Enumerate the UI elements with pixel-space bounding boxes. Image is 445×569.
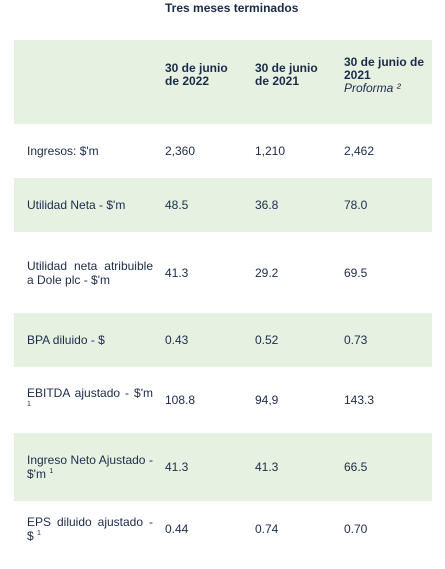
column-header-2021-proforma: 30 de junio de 2021 Proforma ² [334,40,432,124]
footnote-marker: 1 [37,530,41,537]
row-value: 41.3 [246,433,334,501]
footnote-marker: 1 [27,401,31,408]
row-value: 0.70 [344,522,368,536]
column-header-line2: de 2022 [165,74,210,88]
row-value: 29.2 [255,265,279,280]
row-value: 0.43 [157,313,246,367]
table-caption: Tres meses terminados [165,1,299,15]
row-label: Ingreso Neto Ajustado - $'m 1 [14,433,157,501]
row-label: EPS diluido ajustado - $ 1 [27,515,153,543]
row-value: 108.8 [165,393,196,407]
row-value: 94,9 [255,393,279,407]
row-value: 0.74 [255,522,279,536]
row-value: 41.3 [157,433,246,501]
header-empty-cell [14,40,157,124]
column-header-line1: 30 de junio de [344,54,425,69]
row-value: 2,462 [344,144,375,158]
row-label: EBITDA ajustado - $'m 1 [27,386,153,408]
column-header-2022: 30 de junio de 2022 [157,40,246,124]
row-label: Utilidad neta atribuible a Dole plc - $'… [27,258,153,287]
column-header-sub: Proforma ² [344,80,401,95]
row-value: 0.44 [165,522,189,536]
results-table: 30 de junio de 2022 30 de junio de 2021 … [14,40,432,557]
row-value: 1,210 [255,144,286,158]
table-row: Utilidad Neta - $'m 48.5 36.8 78.0 [14,178,432,232]
column-header-line1: 30 de junio [165,61,228,75]
header-row: 30 de junio de 2022 30 de junio de 2021 … [14,40,432,124]
column-header-line1: 30 de junio [255,61,318,75]
table-row: Utilidad neta atribuible a Dole plc - $'… [14,232,432,313]
row-label: Utilidad Neta - $'m [14,178,157,232]
row-value: 78.0 [334,178,432,232]
row-value: 0.52 [246,313,334,367]
row-value: 66.5 [334,433,432,501]
row-value: 143.3 [344,393,375,407]
column-header-line2: 2021 [344,67,371,82]
row-label: Ingresos: $'m [27,144,99,158]
table-row: EBITDA ajustado - $'m 1 108.8 94,9 143.3 [14,367,432,433]
column-header-line2: de 2021 [255,74,300,88]
table-row: EPS diluido ajustado - $ 1 0.44 0.74 0.7… [14,501,432,557]
row-value: 2,360 [165,144,196,158]
row-value: 41.3 [165,265,189,280]
row-value: 69.5 [344,265,368,280]
row-value: 0.73 [334,313,432,367]
table-row: Ingreso Neto Ajustado - $'m 1 41.3 41.3 … [14,433,432,501]
row-value: 48.5 [157,178,246,232]
column-header-2021: 30 de junio de 2021 [246,40,334,124]
table-row: BPA diluido - $ 0.43 0.52 0.73 [14,313,432,367]
table-row: Ingresos: $'m 2,360 1,210 2,462 [14,124,432,178]
footnote-marker: 1 [49,468,54,475]
row-value: 36.8 [246,178,334,232]
row-label: BPA diluido - $ [14,313,157,367]
